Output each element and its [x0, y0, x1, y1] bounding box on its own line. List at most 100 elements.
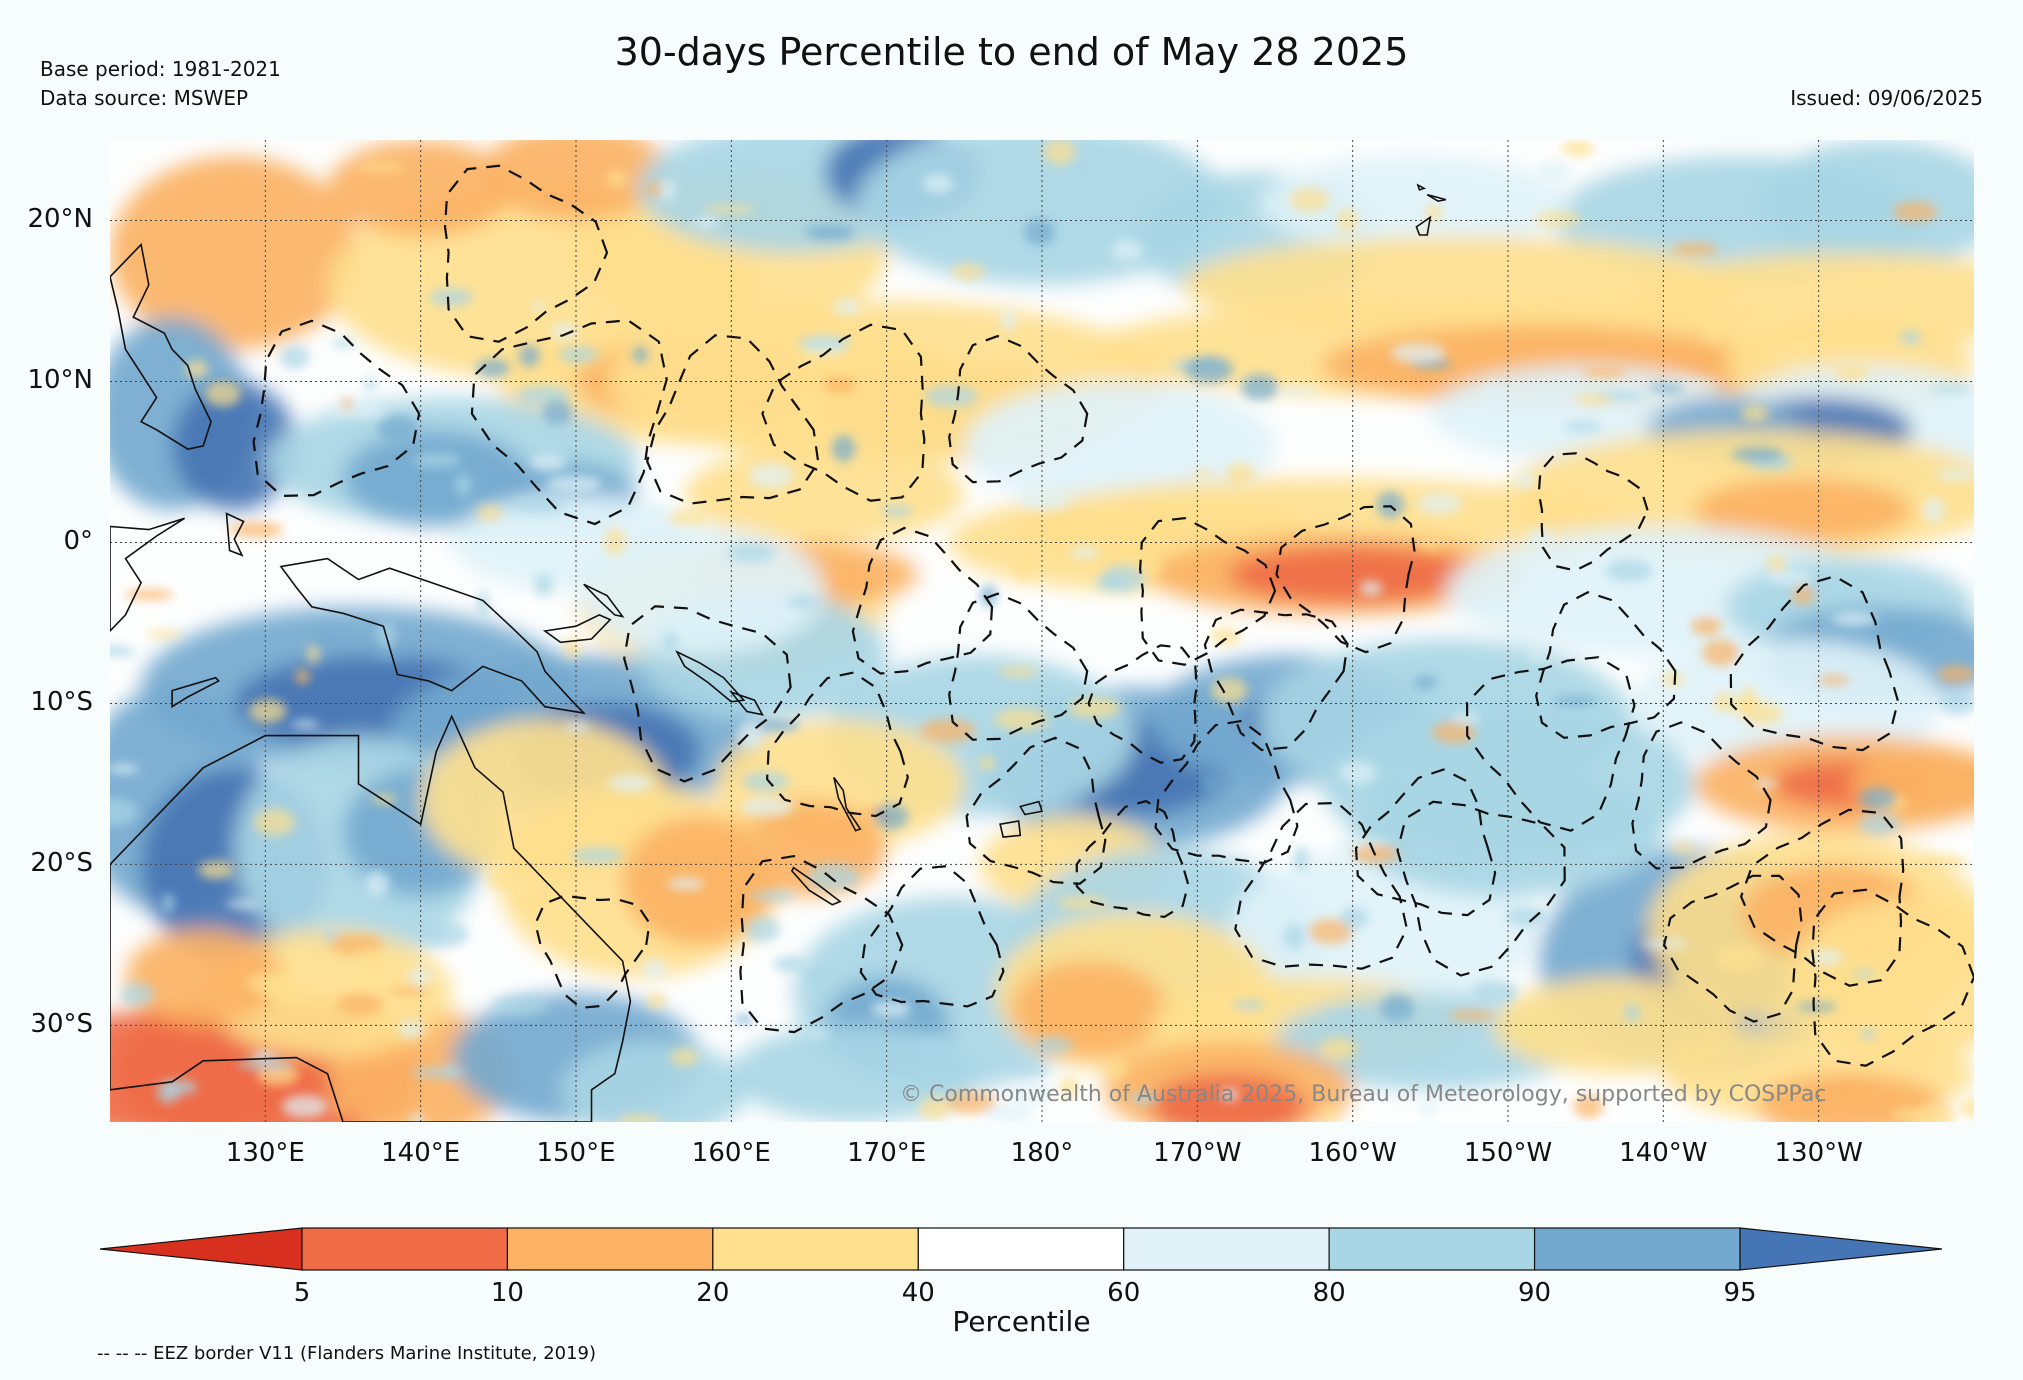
- percentile-speckle: [1129, 1092, 1158, 1105]
- percentile-speckle: [1892, 1107, 1928, 1121]
- latitude-label: 20°S: [30, 848, 93, 879]
- percentile-speckle: [1385, 771, 1430, 785]
- percentile-speckle: [606, 169, 627, 188]
- percentile-speckle: [693, 217, 719, 229]
- percentile-speckle: [1413, 674, 1439, 690]
- map-title: 30-days Percentile to end of May 28 2025: [614, 30, 1409, 74]
- percentile-speckle: [726, 542, 777, 563]
- percentile-speckle: [262, 977, 308, 1004]
- percentile-speckle: [1505, 907, 1549, 927]
- coastline: [999, 820, 1022, 838]
- percentile-speckle: [290, 720, 321, 729]
- coastline: [225, 512, 245, 557]
- percentile-speckle: [1034, 1036, 1073, 1053]
- colorbar-segment: [301, 1227, 509, 1271]
- percentile-speckle: [1527, 650, 1544, 661]
- percentile-speckle: [487, 869, 513, 891]
- percentile-speckle: [663, 631, 679, 653]
- percentile-speckle: [912, 1037, 949, 1059]
- percentile-speckle: [204, 380, 242, 407]
- longitude-label: 140°W: [1619, 1138, 1708, 1168]
- percentile-speckle: [1528, 529, 1553, 550]
- percentile-speckle: [251, 1050, 278, 1060]
- percentile-speckle: [984, 1102, 1034, 1122]
- percentile-speckle: [1485, 382, 1504, 403]
- percentile-speckle: [1573, 394, 1614, 405]
- percentile-cell: [1632, 639, 1943, 768]
- percentile-speckle: [571, 847, 624, 864]
- percentile-speckle: [1731, 446, 1784, 462]
- percentile-speckle: [703, 205, 757, 214]
- coastline: [279, 557, 587, 715]
- latitude-label: 20°N: [27, 204, 93, 235]
- percentile-speckle: [787, 595, 821, 610]
- longitude-label: 130°E: [225, 1138, 305, 1168]
- percentile-speckle: [1210, 627, 1242, 646]
- percentile-speckle: [1767, 554, 1787, 573]
- percentile-speckle: [881, 505, 913, 517]
- eez-border: [765, 671, 909, 818]
- eez-border: [1465, 656, 1636, 832]
- percentile-speckle: [1211, 677, 1248, 704]
- eez-border: [623, 605, 792, 783]
- eez-border: [1354, 768, 1497, 917]
- percentile-speckle: [377, 414, 419, 441]
- eez-border: [1075, 799, 1190, 919]
- percentile-speckle: [1452, 712, 1479, 724]
- percentile-speckle: [1899, 330, 1922, 345]
- percentile-speckle: [718, 433, 770, 443]
- percentile-speckle: [1937, 665, 1974, 683]
- percentile-speckle: [1000, 308, 1016, 332]
- percentile-speckle: [1340, 906, 1369, 930]
- percentile-speckle: [1740, 404, 1769, 422]
- percentile-cell: [172, 381, 297, 511]
- eez-border: [1811, 888, 1974, 1067]
- coastline: [110, 714, 632, 1122]
- percentile-speckle: [335, 1098, 349, 1116]
- percentile-speckle: [998, 666, 1038, 677]
- latitude-label: 0°: [63, 526, 93, 557]
- percentile-speckle: [1359, 580, 1383, 596]
- percentile-speckle: [1220, 1088, 1239, 1102]
- percentile-speckle: [1552, 696, 1599, 706]
- data-source: Data source: MSWEP: [40, 86, 249, 110]
- percentile-cell: [327, 140, 514, 237]
- eez-border: [470, 319, 668, 526]
- percentile-speckle: [253, 808, 296, 836]
- percentile-speckle: [110, 645, 135, 658]
- percentile-speckle: [1010, 1082, 1054, 1105]
- percentile-speckle: [529, 453, 567, 472]
- percentile-cell: [1756, 140, 1974, 269]
- percentile-speckle: [667, 509, 708, 526]
- percentile-speckle: [945, 1091, 998, 1115]
- colorbar-tick-label: 40: [901, 1278, 935, 1308]
- percentile-speckle: [1023, 218, 1056, 246]
- colorbar-segment: [712, 1227, 919, 1271]
- percentile-speckle: [1018, 491, 1071, 511]
- percentile-cell: [1010, 961, 1167, 1058]
- percentile-speckle: [546, 475, 602, 493]
- percentile-speckle: [632, 345, 648, 364]
- percentile-speckle: [1694, 590, 1716, 618]
- eez-border: [1729, 575, 1900, 752]
- percentile-speckle: [162, 893, 175, 913]
- percentile-speckle: [1691, 616, 1722, 636]
- colorbar-segment: [1123, 1227, 1330, 1271]
- colorbar-segment: [1533, 1227, 1741, 1271]
- coastline: [1019, 800, 1044, 816]
- percentile-speckle: [1226, 462, 1254, 485]
- colorbar-segment: [1328, 1227, 1536, 1271]
- percentile-speckle: [365, 870, 389, 897]
- percentile-speckle: [542, 400, 573, 425]
- percentile-speckle: [1390, 342, 1446, 364]
- longitude-label: 180°: [1010, 1138, 1074, 1168]
- percentile-speckle: [1070, 545, 1099, 559]
- percentile-speckle: [1323, 1011, 1374, 1020]
- percentile-speckle: [415, 920, 469, 948]
- percentile-speckle: [1561, 140, 1595, 157]
- percentile-speckle: [670, 1048, 699, 1067]
- colorbar-tick-label: 10: [490, 1278, 524, 1308]
- percentile-speckle: [772, 512, 800, 524]
- percentile-cell: [1756, 1073, 1943, 1122]
- colorbar-label: Percentile: [952, 1305, 1091, 1338]
